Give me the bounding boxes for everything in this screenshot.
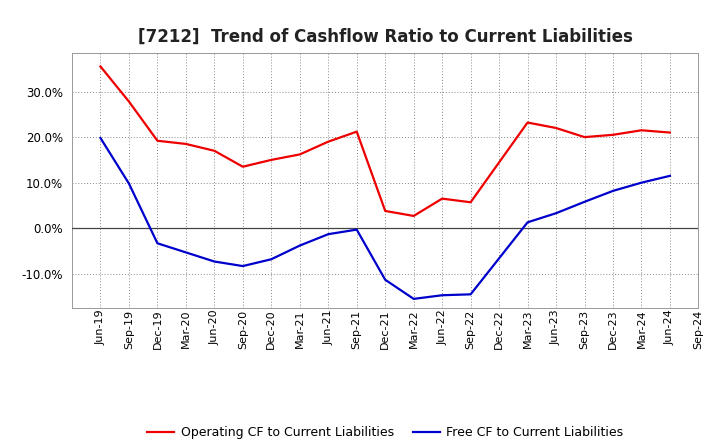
Title: [7212]  Trend of Cashflow Ratio to Current Liabilities: [7212] Trend of Cashflow Ratio to Curren…: [138, 28, 633, 46]
Operating CF to Current Liabilities: [210, 148, 219, 154]
Operating CF to Current Liabilities: [665, 130, 674, 135]
Operating CF to Current Liabilities: [295, 152, 304, 157]
Free CF to Current Liabilities: [153, 241, 162, 246]
Free CF to Current Liabilities: [580, 199, 589, 205]
Free CF to Current Liabilities: [637, 180, 646, 185]
Operating CF to Current Liabilities: [580, 135, 589, 140]
Operating CF to Current Liabilities: [267, 157, 276, 162]
Line: Operating CF to Current Liabilities: Operating CF to Current Liabilities: [101, 66, 670, 216]
Free CF to Current Liabilities: [608, 188, 617, 194]
Legend: Operating CF to Current Liabilities, Free CF to Current Liabilities: Operating CF to Current Liabilities, Fre…: [142, 422, 629, 440]
Free CF to Current Liabilities: [410, 296, 418, 301]
Operating CF to Current Liabilities: [438, 196, 446, 201]
Operating CF to Current Liabilities: [608, 132, 617, 137]
Free CF to Current Liabilities: [238, 264, 247, 269]
Free CF to Current Liabilities: [125, 181, 133, 186]
Free CF to Current Liabilities: [96, 136, 105, 141]
Operating CF to Current Liabilities: [238, 164, 247, 169]
Operating CF to Current Liabilities: [181, 141, 190, 147]
Free CF to Current Liabilities: [324, 231, 333, 237]
Operating CF to Current Liabilities: [125, 99, 133, 104]
Free CF to Current Liabilities: [295, 243, 304, 248]
Free CF to Current Liabilities: [523, 220, 532, 225]
Free CF to Current Liabilities: [352, 227, 361, 232]
Operating CF to Current Liabilities: [467, 200, 475, 205]
Line: Free CF to Current Liabilities: Free CF to Current Liabilities: [101, 138, 670, 299]
Free CF to Current Liabilities: [381, 277, 390, 282]
Operating CF to Current Liabilities: [410, 213, 418, 219]
Free CF to Current Liabilities: [438, 293, 446, 298]
Operating CF to Current Liabilities: [523, 120, 532, 125]
Free CF to Current Liabilities: [267, 257, 276, 262]
Operating CF to Current Liabilities: [96, 64, 105, 69]
Operating CF to Current Liabilities: [381, 208, 390, 213]
Free CF to Current Liabilities: [210, 259, 219, 264]
Operating CF to Current Liabilities: [552, 125, 560, 131]
Free CF to Current Liabilities: [181, 250, 190, 255]
Operating CF to Current Liabilities: [324, 139, 333, 144]
Free CF to Current Liabilities: [665, 173, 674, 179]
Operating CF to Current Liabilities: [637, 128, 646, 133]
Free CF to Current Liabilities: [467, 292, 475, 297]
Operating CF to Current Liabilities: [153, 138, 162, 143]
Free CF to Current Liabilities: [552, 211, 560, 216]
Operating CF to Current Liabilities: [352, 129, 361, 134]
